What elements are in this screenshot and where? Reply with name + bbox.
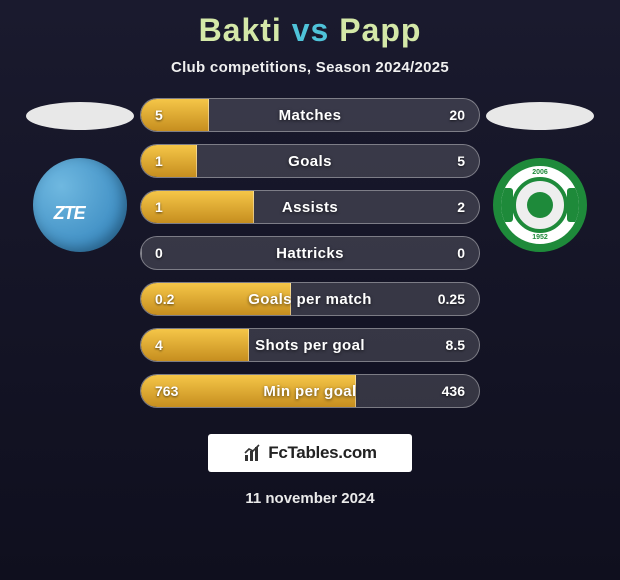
date-label: 11 november 2024 — [0, 490, 620, 507]
player1-name: Bakti — [199, 12, 282, 48]
stat-row-assists: 1 Assists 2 — [140, 190, 480, 224]
stat-fill — [141, 99, 209, 131]
paks-wing-right-icon — [567, 188, 581, 222]
stat-right-value: 436 — [442, 383, 465, 399]
stat-row-min-per-goal: 763 Min per goal 436 — [140, 374, 480, 408]
stat-left-value: 1 — [155, 199, 163, 215]
stat-label: Goals per match — [248, 291, 372, 308]
stat-label: Shots per goal — [255, 337, 365, 354]
stat-row-goals: 1 Goals 5 — [140, 144, 480, 178]
paks-ball-icon — [527, 192, 553, 218]
paks-year-bottom: 1952 — [532, 234, 548, 241]
stat-right-value: 20 — [449, 107, 465, 123]
stat-left-value: 0.2 — [155, 291, 174, 307]
brand-badge[interactable]: FcTables.com — [208, 434, 412, 472]
player2-name: Papp — [339, 12, 421, 48]
stat-right-value: 2 — [457, 199, 465, 215]
paks-club-logo: 2006 1952 — [493, 158, 587, 252]
brand-label: FcTables.com — [268, 443, 377, 463]
stat-left-value: 4 — [155, 337, 163, 353]
stat-left-value: 5 — [155, 107, 163, 123]
stats-column: 5 Matches 20 1 Goals 5 1 Assists 2 0 Hat… — [140, 98, 480, 408]
stat-row-goals-per-match: 0.2 Goals per match 0.25 — [140, 282, 480, 316]
stat-row-shots-per-goal: 4 Shots per goal 8.5 — [140, 328, 480, 362]
stat-left-value: 1 — [155, 153, 163, 169]
stat-left-value: 0 — [155, 245, 163, 261]
stat-label: Hattricks — [276, 245, 344, 262]
stat-right-value: 0.25 — [438, 291, 465, 307]
stat-row-hattricks: 0 Hattricks 0 — [140, 236, 480, 270]
stat-row-matches: 5 Matches 20 — [140, 98, 480, 132]
main-content: 5 Matches 20 1 Goals 5 1 Assists 2 0 Hat… — [0, 98, 620, 408]
stat-label: Matches — [279, 107, 342, 124]
stat-label: Assists — [282, 199, 338, 216]
subtitle-season: Club competitions, Season 2024/2025 — [0, 59, 620, 76]
stat-left-value: 763 — [155, 383, 178, 399]
chart-icon — [243, 443, 263, 463]
zte-club-logo — [33, 158, 127, 252]
paks-year-top: 2006 — [532, 169, 548, 176]
left-side — [20, 98, 140, 252]
right-side: 2006 1952 — [480, 98, 600, 252]
stat-label: Goals — [288, 153, 332, 170]
stat-label: Min per goal — [263, 383, 356, 400]
stat-fill — [141, 145, 197, 177]
player2-portrait-placeholder — [486, 102, 594, 130]
stat-right-value: 5 — [457, 153, 465, 169]
stat-right-value: 8.5 — [446, 337, 465, 353]
stat-fill — [141, 237, 142, 269]
paks-wing-left-icon — [499, 188, 513, 222]
stat-right-value: 0 — [457, 245, 465, 261]
vs-separator: vs — [292, 12, 330, 48]
comparison-title: Bakti vs Papp — [0, 0, 620, 49]
player1-portrait-placeholder — [26, 102, 134, 130]
